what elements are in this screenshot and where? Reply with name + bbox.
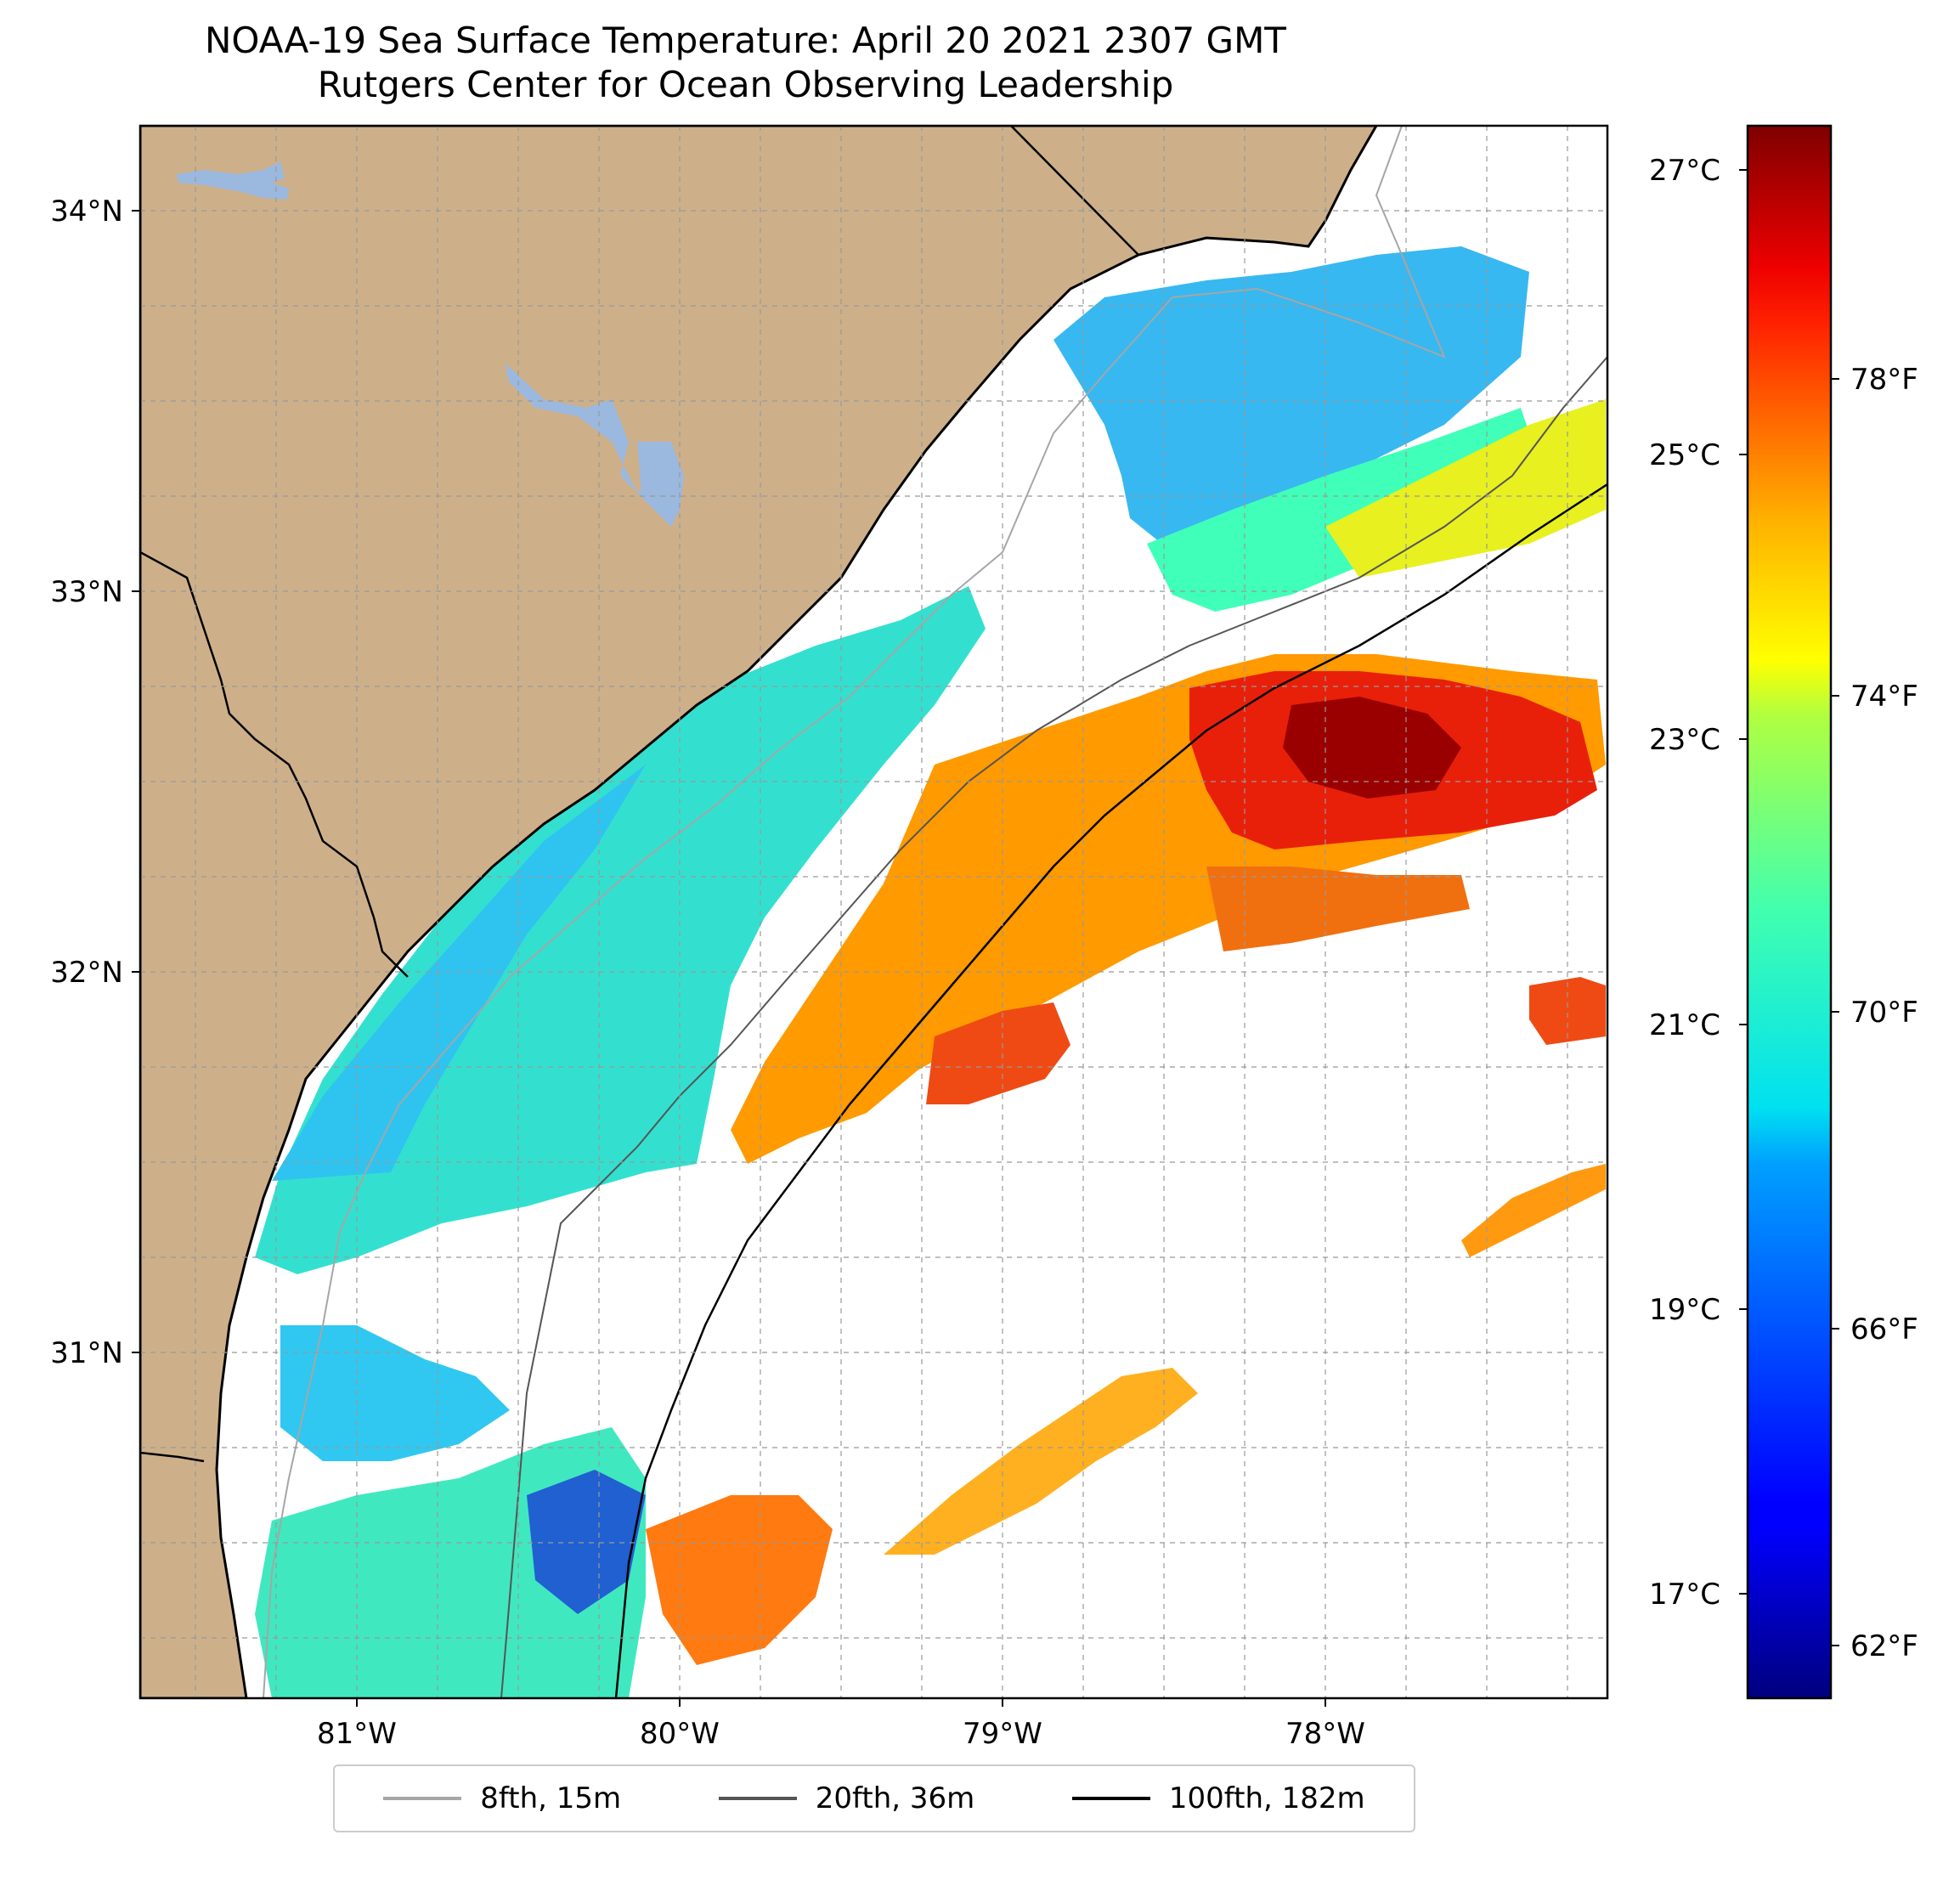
colorbar: 27°C 25°C 23°C 21°C 19°C 17°C 78°F 74°F … xyxy=(1649,124,1918,1700)
fahrenheit-tick-74: 74°F xyxy=(1850,680,1918,714)
land-mass xyxy=(140,126,1378,1698)
sst-warm-patch-2 xyxy=(1206,867,1470,951)
sst-warm-east-strip xyxy=(1461,1164,1606,1257)
colorbar-gradient xyxy=(1746,124,1833,1700)
lon-label-81: 81°W xyxy=(317,1717,397,1751)
lat-label-34: 34°N xyxy=(50,195,123,229)
sst-south-cyan xyxy=(280,1325,510,1461)
sst-southwest-warm xyxy=(646,1495,833,1665)
sst-cool-nearshore xyxy=(255,586,986,1274)
celsius-tick-17: 17°C xyxy=(1649,1578,1720,1612)
isobath-20fth xyxy=(500,356,1607,1698)
sst-cyan-band xyxy=(272,765,646,1181)
legend-swatch-8fth xyxy=(383,1797,462,1800)
legend-swatch-20fth xyxy=(718,1797,797,1800)
lat-label-31: 31°N xyxy=(50,1336,123,1370)
sst-cool-north xyxy=(1053,246,1529,552)
title-line-1: NOAA-19 Sea Surface Temperature: April 2… xyxy=(205,20,1286,61)
legend-label-100fth: 100fth, 182m xyxy=(1168,1781,1365,1815)
map-title: NOAA-19 Sea Surface Temperature: April 2… xyxy=(0,19,1491,107)
lat-label-33: 33°N xyxy=(50,575,123,609)
legend-swatch-100fth xyxy=(1071,1797,1150,1800)
gridlines xyxy=(140,126,1607,1698)
legend-entry-100fth: 100fth, 182m xyxy=(1071,1781,1365,1815)
northern-lake xyxy=(177,161,289,200)
fahrenheit-tick-70: 70°F xyxy=(1850,996,1918,1030)
celsius-tick-27: 27°C xyxy=(1649,154,1720,188)
title-line-2: Rutgers Center for Ocean Observing Leade… xyxy=(317,64,1174,105)
isobath-legend: 8fth, 15m 20fth, 36m 100fth, 182m xyxy=(333,1764,1415,1832)
state-border xyxy=(1010,126,1139,256)
sst-southwest-blue xyxy=(527,1470,646,1614)
lon-label-78: 78°W xyxy=(1285,1717,1365,1751)
sst-teal-north xyxy=(1147,408,1538,612)
lake-marion xyxy=(506,364,680,527)
sst-warm-patch-3 xyxy=(926,1002,1070,1104)
celsius-tick-19: 19°C xyxy=(1649,1293,1720,1327)
lon-label-79: 79°W xyxy=(963,1717,1042,1751)
axis-ticks xyxy=(132,210,1326,1707)
isobath-8fth xyxy=(263,126,1446,1698)
legend-entry-20fth: 20fth, 36m xyxy=(718,1781,975,1815)
celsius-tick-23: 23°C xyxy=(1649,723,1720,757)
celsius-tick-25: 25°C xyxy=(1649,438,1720,472)
map-frame xyxy=(138,124,1609,1700)
sst-darkred-core xyxy=(1283,697,1461,799)
lat-label-32: 32°N xyxy=(50,956,123,990)
legend-label-8fth: 8fth, 15m xyxy=(480,1781,622,1815)
lon-label-80: 80°W xyxy=(640,1717,720,1751)
map-area[interactable] xyxy=(140,126,1607,1698)
southern-border xyxy=(140,1451,205,1463)
inland-border xyxy=(140,550,409,978)
fahrenheit-tick-62: 62°F xyxy=(1850,1629,1918,1663)
sst-east-red-patch xyxy=(1529,977,1606,1045)
fahrenheit-tick-66: 66°F xyxy=(1850,1313,1918,1346)
legend-label-20fth: 20fth, 36m xyxy=(815,1781,975,1815)
isobath-100fth xyxy=(614,483,1607,1698)
sst-warm-south xyxy=(884,1368,1198,1555)
celsius-tick-21: 21°C xyxy=(1649,1008,1720,1042)
legend-entry-8fth: 8fth, 15m xyxy=(383,1781,621,1815)
fahrenheit-tick-78: 78°F xyxy=(1850,363,1918,397)
